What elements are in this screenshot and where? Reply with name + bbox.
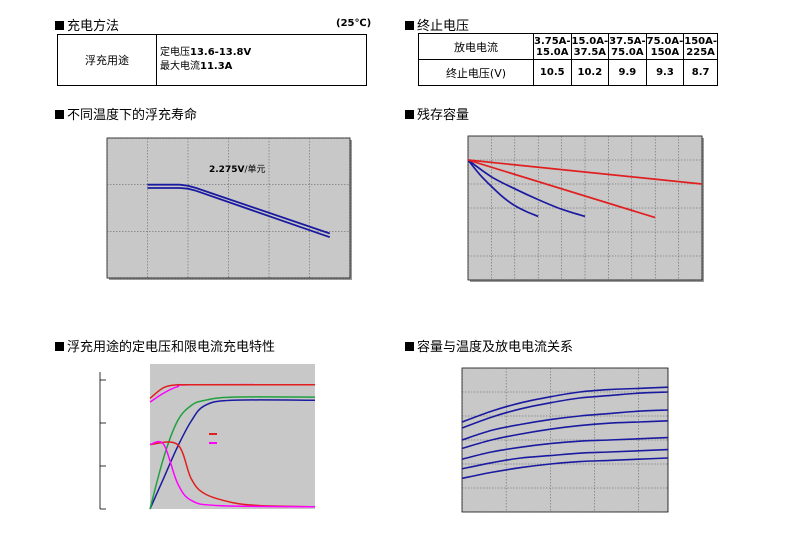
charging-temp-note: (25℃): [336, 18, 372, 29]
range-cell: 75.0A-150A: [645, 33, 685, 60]
constant-voltage-value: 13.6-13.8V: [190, 47, 252, 58]
cutoff-voltage-label: 终止电压(V): [418, 59, 534, 86]
retention-curve: [467, 159, 656, 219]
charge-curve: [149, 383, 315, 399]
square-bullet-icon: [405, 110, 414, 119]
square-bullet-icon: [55, 110, 64, 119]
range-cell: 150A-225A: [683, 33, 718, 60]
charge-curve: [149, 441, 316, 508]
annotation-voltage: 2.275V: [209, 165, 244, 175]
retention-curve: [467, 159, 586, 218]
max-current-label: 最大电流: [160, 61, 200, 72]
charging-spec-cell: 定电压13.6-13.8V 最大电流11.3A: [156, 34, 367, 86]
annotation-line2: 2.275V/单元: [209, 163, 265, 175]
square-bullet-icon: [55, 21, 64, 30]
cutoff-voltage-heading: 终止电压: [405, 15, 469, 34]
charge-curve: [149, 396, 316, 510]
range-cell: 15.0A-37.5A: [570, 33, 610, 60]
charging-method-table: 浮充用途 定电压13.6-13.8V 最大电流11.3A: [57, 34, 367, 86]
range-cell: 3.75A-15.0A: [532, 33, 572, 60]
life-curve-0: [147, 183, 331, 235]
voltage-cell: 8.7: [683, 59, 718, 86]
capacity-curve: [461, 457, 669, 480]
square-bullet-icon: [405, 21, 414, 30]
capacity-temp-title: 容量与温度及放电电流关系: [417, 340, 574, 355]
capacity-curve: [461, 420, 669, 450]
max-current-value: 11.3A: [200, 61, 233, 72]
capacity-curve: [461, 448, 669, 470]
discharge-current-label: 放电电流: [418, 33, 534, 60]
voltage-cell: 10.5: [532, 59, 572, 86]
float-charge-title: 浮充用途的定电压和限电流充电特性: [67, 340, 276, 355]
retention-curve: [467, 159, 539, 218]
float-charge-heading: 浮充用途的定电压和限电流充电特性: [55, 336, 275, 355]
float-life-heading: 不同温度下的浮充寿命: [55, 104, 197, 123]
annotation-unit: /单元: [244, 163, 265, 175]
cutoff-voltage-title: 终止电压: [417, 19, 470, 34]
float-life-title: 不同温度下的浮充寿命: [67, 108, 198, 123]
voltage-cell: 9.9: [608, 59, 647, 86]
voltage-cell: 10.2: [570, 59, 610, 86]
voltage-cell: 9.3: [645, 59, 685, 86]
charge-curve: [149, 399, 316, 510]
range-cell: 37.5A-75.0A: [608, 33, 647, 60]
float-life-chart: 2.275V/单元: [106, 137, 352, 280]
charging-method-title: 充电方法: [67, 19, 120, 34]
capacity-temp-heading: 容量与温度及放电电流关系: [405, 336, 573, 355]
cutoff-voltage-table: 放电电流 3.75A-15.0A 15.0A-37.5A 37.5A-75.0A…: [418, 33, 718, 86]
life-curve-1: [147, 187, 331, 239]
constant-voltage-line: 定电压13.6-13.8V: [160, 46, 366, 60]
self-discharge-title: 残存容量: [417, 108, 470, 123]
capacity-curve: [461, 409, 669, 441]
capacity-curve: [461, 386, 669, 423]
capacity-curve: [461, 391, 669, 429]
square-bullet-icon: [55, 342, 64, 351]
square-bullet-icon: [405, 342, 414, 351]
self-discharge-chart: [467, 135, 704, 282]
max-current-line: 最大电流11.3A: [160, 60, 366, 74]
capacity-temp-chart: [461, 367, 669, 513]
retention-curve: [467, 159, 703, 185]
float-use-label: 浮充用途: [57, 34, 157, 86]
capacity-curve: [461, 436, 669, 460]
float-charge-chart: [99, 364, 316, 510]
constant-voltage-label: 定电压: [160, 47, 190, 58]
charge-curve: [149, 440, 316, 508]
charging-method-heading: 充电方法: [55, 15, 119, 34]
self-discharge-heading: 残存容量: [405, 104, 469, 123]
